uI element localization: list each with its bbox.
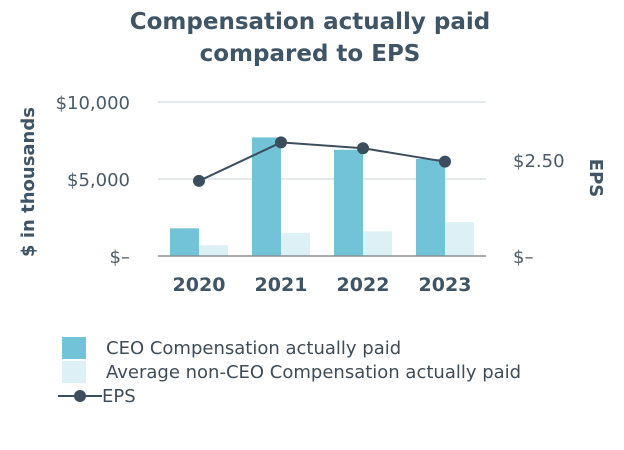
legend-swatch-non-ceo — [62, 361, 86, 383]
bar-ceo-2021 — [252, 137, 281, 256]
x-tick-label: 2020 — [173, 274, 226, 296]
bar-ceo-2022 — [334, 149, 363, 256]
eps-line-series — [193, 136, 451, 187]
legend-label-ceo: CEO Compensation actually paid — [106, 337, 402, 359]
bars — [170, 137, 474, 256]
legend-item-non-ceo: Average non-CEO Compensation actually pa… — [62, 360, 521, 384]
y-tick-label: $10,000 — [56, 93, 130, 114]
y2-tick-label: $– — [513, 247, 533, 268]
legend-item-eps: EPS — [58, 384, 521, 408]
legend-label-non-ceo: Average non-CEO Compensation actually pa… — [106, 361, 522, 383]
legend-item-ceo: CEO Compensation actually paid — [62, 336, 521, 360]
y-axis-left: $– $5,000 $10,000 — [56, 93, 130, 268]
bar-ceo-2020 — [170, 228, 199, 256]
eps-point-2021 — [275, 136, 287, 149]
bar-ceo-2023 — [416, 158, 445, 256]
eps-point-2022 — [357, 142, 369, 155]
legend: CEO Compensation actually paid Average n… — [58, 336, 521, 408]
legend-swatch-eps — [58, 385, 102, 407]
y-tick-label: $5,000 — [67, 170, 130, 191]
chart-title-line-1: Compensation actually paid — [130, 9, 491, 35]
x-tick-label: 2023 — [419, 274, 472, 296]
legend-swatch-ceo — [62, 337, 86, 359]
chart: Compensation actually paid compared to E… — [18, 9, 606, 296]
eps-point-2020 — [193, 174, 205, 187]
legend-label-eps: EPS — [102, 385, 136, 407]
y2-axis-title: EPS — [585, 159, 606, 197]
x-axis: 2020 2021 2022 2023 — [173, 274, 472, 296]
bar-non-ceo-2020 — [199, 245, 228, 256]
chart-title-line-2: compared to EPS — [200, 41, 421, 67]
bar-non-ceo-2022 — [363, 231, 392, 256]
x-tick-label: 2021 — [255, 274, 308, 296]
y-axis-right: $– $2.50 — [513, 151, 565, 268]
x-tick-label: 2022 — [337, 274, 390, 296]
y-tick-label: $– — [110, 247, 130, 268]
y-axis-title: $ in thousands — [18, 107, 39, 257]
bar-non-ceo-2023 — [445, 222, 474, 256]
y2-tick-label: $2.50 — [513, 151, 565, 172]
eps-line — [198, 141, 446, 182]
eps-point-2023 — [439, 155, 451, 168]
bar-non-ceo-2021 — [281, 232, 310, 256]
